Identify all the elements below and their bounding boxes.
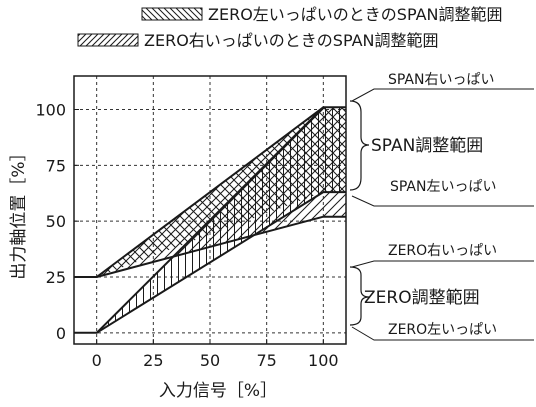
callout-span-right: SPAN右いっぱい — [351, 72, 534, 102]
callout-zero-right: ZERO右いっぱい — [351, 243, 534, 268]
line-zero-right-span-left — [96, 215, 346, 278]
regions — [96, 107, 346, 333]
region-overlap — [96, 107, 346, 277]
zero-range-bracket: ZERO調整範囲 — [349, 266, 480, 326]
x-tick-label: 25 — [143, 351, 163, 370]
span-range-label: SPAN調整範囲 — [371, 136, 483, 156]
span-range-bracket: SPAN調整範囲 — [349, 100, 483, 191]
callouts: SPAN右いっぱい SPAN調整範囲 SPAN左いっぱい ZERO右いっぱい Z… — [349, 72, 534, 341]
line-zero-left-span-left — [96, 191, 346, 334]
y-tick-label: 100 — [35, 101, 66, 120]
x-tick-label: 100 — [308, 351, 339, 370]
zero-right-label: ZERO右いっぱい — [388, 243, 497, 259]
x-tick-label: 0 — [92, 351, 102, 370]
span-left-label: SPAN左いっぱい — [390, 179, 496, 195]
span-right-label: SPAN右いっぱい — [388, 72, 494, 88]
y-axis-title: 出力軸位置［%］ — [9, 144, 29, 279]
y-tick-label: 25 — [46, 268, 66, 287]
plot-area: 0 25 50 75 100 0 25 50 75 100 — [35, 75, 347, 371]
y-tick-label: 75 — [46, 156, 66, 175]
legend-swatch-slash — [77, 33, 139, 47]
axis-ticks: 0 25 50 75 100 0 25 50 75 100 — [35, 101, 338, 371]
line-zero-left-span-right — [74, 106, 346, 334]
boundary-lines — [74, 106, 346, 334]
legend-label-zero-left: ZERO左いっぱいのときのSPAN調整範囲 — [208, 5, 502, 24]
legend-swatch-backslash — [141, 7, 203, 21]
y-tick-label: 0 — [56, 324, 66, 343]
legend: ZERO左いっぱいのときのSPAN調整範囲 ZERO右いっぱいのときのSPAN調… — [77, 5, 502, 50]
x-axis-title: 入力信号［%］ — [159, 381, 277, 401]
legend-label-zero-right: ZERO右いっぱいのときのSPAN調整範囲 — [144, 31, 438, 50]
y-tick-label: 50 — [46, 212, 66, 231]
legend-item-zero-right: ZERO右いっぱいのときのSPAN調整範囲 — [77, 31, 438, 50]
callout-zero-left: ZERO左いっぱい — [351, 322, 534, 341]
callout-span-left: SPAN左いっぱい — [351, 179, 534, 207]
x-tick-label: 75 — [256, 351, 276, 370]
zero-range-label: ZERO調整範囲 — [364, 288, 480, 308]
zero-left-label: ZERO左いっぱい — [388, 322, 497, 338]
x-tick-label: 50 — [200, 351, 220, 370]
legend-item-zero-left: ZERO左いっぱいのときのSPAN調整範囲 — [141, 5, 502, 24]
